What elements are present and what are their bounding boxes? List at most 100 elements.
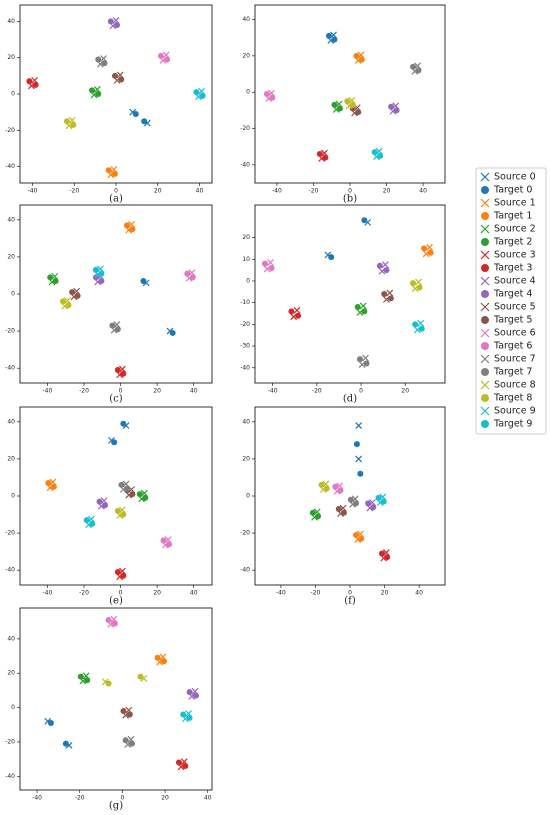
legend-marker: [480, 302, 490, 312]
legend-label: Source 8: [494, 380, 536, 391]
y-tick-label: 10: [242, 256, 250, 263]
plot-area: [254, 4, 446, 184]
target-point: [74, 292, 81, 299]
y-tick-label: -20: [5, 127, 15, 134]
target-point: [332, 483, 339, 490]
target-point: [123, 485, 130, 492]
x-tick-label: -20: [75, 795, 85, 802]
x-tick-label: -20: [79, 388, 89, 395]
target-point: [316, 150, 323, 157]
target-point: [111, 170, 118, 177]
target-point: [114, 21, 121, 28]
target-point: [355, 109, 362, 116]
legend-marker: [481, 368, 489, 376]
target-point: [263, 91, 270, 97]
x-tick-label: 40: [190, 590, 198, 597]
target-point: [164, 56, 171, 63]
target-point: [184, 270, 191, 277]
y-tick-label: -20: [5, 328, 15, 335]
target-point: [89, 520, 96, 527]
legend-label: Target 7: [493, 367, 532, 378]
x-tick-label: 20: [401, 388, 409, 395]
y-tick-label: -40: [240, 567, 250, 574]
plot-area: [19, 607, 213, 791]
target-point: [182, 762, 189, 769]
target-point: [105, 617, 112, 624]
target-point: [180, 711, 187, 718]
target-point: [120, 511, 127, 518]
target-point: [418, 325, 425, 332]
legend-marker: [481, 290, 489, 298]
source-point: [381, 261, 389, 269]
legend-label: Source 9: [494, 406, 536, 417]
target-point: [380, 498, 387, 505]
legend-label: Source 4: [494, 276, 536, 287]
y-tick-label: 20: [7, 253, 15, 260]
target-point: [354, 304, 361, 311]
x-tick-label: 0: [348, 188, 352, 195]
x-tick-label: -20: [311, 590, 321, 597]
legend-box: [475, 167, 547, 435]
subplot: -40 -20 0 20 40 -40 -20 0 20 40 (b): [240, 4, 446, 205]
target-point: [77, 673, 84, 680]
target-point: [409, 280, 416, 287]
target-point: [98, 278, 105, 285]
caption: (a): [109, 194, 123, 205]
target-point: [323, 485, 330, 492]
target-point: [361, 217, 368, 224]
y-tick-label: 0: [246, 89, 250, 96]
target-point: [377, 152, 384, 159]
target-point: [120, 370, 127, 377]
target-point: [137, 673, 144, 680]
legend-label: Target 0: [493, 185, 532, 196]
target-point: [356, 356, 363, 363]
target-point: [421, 245, 428, 252]
x-tick-label: 40: [196, 188, 204, 195]
source-point: [386, 289, 394, 297]
target-point: [129, 226, 136, 233]
target-point: [383, 267, 390, 274]
target-point: [388, 103, 395, 110]
legend-marker: [480, 380, 490, 390]
target-point: [118, 481, 125, 488]
y-tick-label: 40: [7, 418, 15, 425]
y-tick-label: 0: [11, 291, 15, 298]
legend-marker: [480, 224, 490, 234]
y-tick-label: 20: [242, 455, 250, 462]
y-tick-label: 20: [242, 52, 250, 59]
legend-label: Source 3: [494, 250, 536, 261]
target-point: [96, 498, 103, 505]
target-point: [129, 491, 136, 498]
target-point: [378, 550, 385, 557]
x-tick-label: 20: [383, 188, 391, 195]
y-tick-label: 0: [246, 277, 250, 284]
legend: Source 0 Target 0 Source 1 Target 1 Source 2…: [475, 167, 547, 435]
x-tick-label: -20: [312, 388, 322, 395]
target-point: [95, 56, 102, 63]
y-tick-label: 40: [242, 16, 250, 23]
x-tick-label: 0: [119, 590, 123, 597]
target-point: [331, 101, 338, 108]
target-point: [32, 81, 39, 88]
target-point: [353, 500, 360, 507]
subplot: -40 -20 0 20 -40 -30 -20 -10 0 10 20 (d): [240, 204, 446, 405]
target-point: [122, 737, 129, 744]
target-point: [169, 329, 176, 336]
x-tick-label: -40: [268, 388, 278, 395]
target-point: [349, 101, 356, 108]
y-tick-label: -20: [5, 738, 15, 745]
target-point: [52, 278, 59, 285]
legend-marker: [481, 264, 489, 272]
target-point: [186, 689, 193, 696]
x-tick-label: -40: [43, 388, 53, 395]
legend-marker: [481, 316, 489, 324]
y-tick-label: -20: [5, 530, 15, 537]
target-point: [45, 480, 52, 487]
target-point: [102, 502, 109, 509]
target-point: [118, 76, 125, 83]
plot-area: [19, 4, 213, 184]
target-point: [114, 367, 121, 374]
plot-area: [254, 204, 446, 384]
caption: (f): [344, 596, 356, 607]
target-point: [111, 439, 118, 446]
